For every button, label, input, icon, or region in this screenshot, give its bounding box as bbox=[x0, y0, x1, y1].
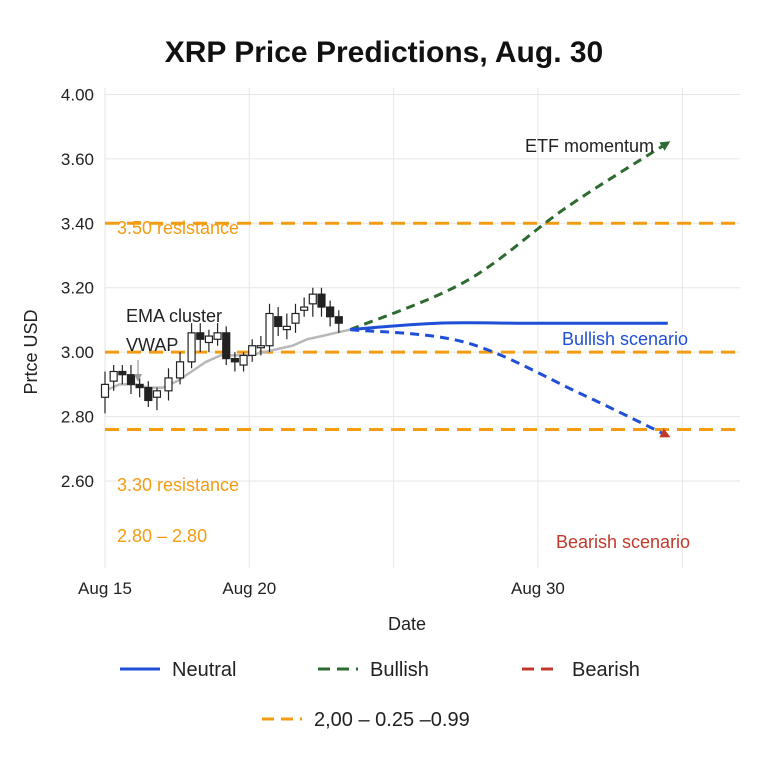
annotation-resistance-330: 3.30 resistance bbox=[117, 475, 239, 495]
y-tick-label-1: 3.60 bbox=[61, 150, 94, 169]
candle-body-7 bbox=[164, 377, 173, 392]
y-axis-label: Prtce USD bbox=[21, 309, 41, 394]
bullish-scenario-path bbox=[349, 141, 671, 331]
legend: Neutral Bullish Bearish 2,00 – 0.25 –0.9… bbox=[120, 659, 640, 731]
legend-label-bullish: Bullish bbox=[370, 659, 429, 681]
x-tick-label-1: Aug 20 bbox=[222, 579, 276, 598]
candle-body-15 bbox=[239, 354, 248, 366]
horizontal-levels bbox=[105, 221, 740, 431]
candle-body-1 bbox=[109, 370, 118, 382]
candle-body-24 bbox=[317, 293, 326, 308]
candle-body-14 bbox=[230, 358, 239, 363]
legend-label-bearish: Bearish bbox=[572, 659, 640, 681]
candle-body-3 bbox=[126, 374, 136, 385]
y-tick-label-6: 2.60 bbox=[61, 472, 94, 491]
candle-body-23 bbox=[308, 293, 317, 305]
annotation-vwap: VWAP bbox=[126, 335, 178, 355]
x-axis-ticks: Aug 15 Aug 20 Aug 30 bbox=[78, 579, 565, 598]
annotation-range: 2.80 – 2.80 bbox=[117, 526, 207, 546]
candle-body-20 bbox=[282, 325, 291, 331]
y-tick-label-2: 3.40 bbox=[61, 214, 94, 233]
candle-body-22 bbox=[300, 306, 309, 311]
x-tick-label-3: Aug 30 bbox=[511, 579, 565, 598]
candle-body-6 bbox=[152, 390, 162, 398]
legend-label-levels: 2,00 – 0.25 –0.99 bbox=[314, 709, 470, 731]
annotation-ema-cluster: EMA cluster bbox=[126, 306, 222, 326]
candle-body-2 bbox=[118, 370, 127, 376]
annotation-etf-momentum: ETF momentum bbox=[525, 136, 654, 156]
candle-body-26 bbox=[334, 316, 343, 324]
candle-body-16 bbox=[248, 345, 257, 356]
annotation-bullish-scenario: Bullish scenario bbox=[562, 329, 688, 349]
y-tick-label-0: 4.00 bbox=[61, 85, 94, 104]
candle-body-4 bbox=[135, 383, 144, 389]
y-tick-label-5: 2.80 bbox=[61, 408, 94, 427]
x-tick-label-0: Aug 15 bbox=[78, 579, 132, 598]
candle-body-18 bbox=[265, 312, 274, 347]
bearish-scenario-path bbox=[350, 328, 671, 438]
annotation-resistance-350: 3.50 resistance bbox=[117, 218, 239, 238]
candle-body-10 bbox=[196, 332, 205, 340]
candle-body-17 bbox=[256, 345, 265, 349]
candle-body-25 bbox=[326, 306, 335, 318]
candle-body-19 bbox=[274, 316, 283, 327]
y-tick-label-3: 3.20 bbox=[61, 279, 94, 298]
candle-body-0 bbox=[100, 383, 110, 398]
annotation-bearish-scenario: Bearish scenario bbox=[556, 532, 690, 552]
y-tick-label-4: 3.00 bbox=[61, 343, 94, 362]
candle-body-12 bbox=[213, 332, 222, 340]
candlesticks bbox=[100, 287, 343, 414]
candle-body-8 bbox=[175, 361, 185, 379]
x-axis-label: Date bbox=[388, 614, 426, 634]
candle-body-9 bbox=[187, 332, 196, 363]
scenario-paths bbox=[349, 141, 671, 438]
candle-body-21 bbox=[291, 312, 300, 324]
candle-body-5 bbox=[144, 386, 153, 402]
candle-body-11 bbox=[204, 335, 214, 344]
candle-body-13 bbox=[222, 332, 231, 360]
chart-title: XRP Price Predictions, Aug. 30 bbox=[165, 36, 604, 69]
legend-label-neutral: Neutral bbox=[172, 659, 236, 681]
neutral-scenario-path bbox=[350, 321, 668, 332]
y-axis-ticks: 4.00 3.60 3.40 3.20 3.00 2.80 2.60 bbox=[61, 85, 94, 491]
